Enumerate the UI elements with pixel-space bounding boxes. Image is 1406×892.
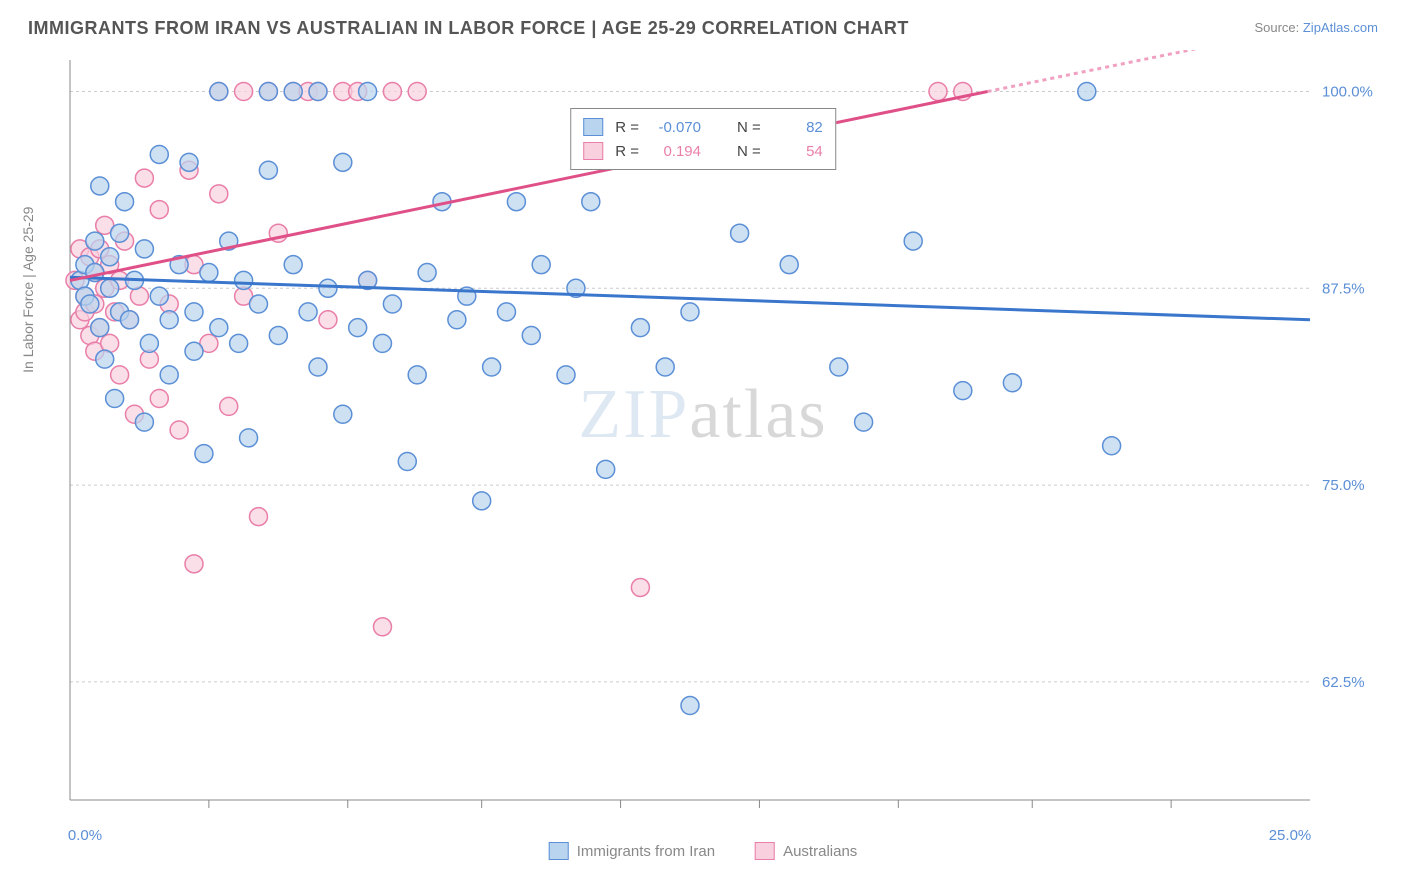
- swatch-blue: [583, 118, 603, 136]
- stats-legend-box: R = -0.070 N = 82 R = 0.194 N = 54: [570, 108, 836, 170]
- source-link[interactable]: ZipAtlas.com: [1303, 20, 1378, 35]
- source-prefix: Source:: [1254, 20, 1302, 35]
- bottom-legend: Immigrants from Iran Australians: [549, 842, 858, 860]
- svg-text:87.5%: 87.5%: [1322, 280, 1365, 297]
- stat-n-pink: 54: [773, 143, 823, 160]
- chart-container: In Labor Force | Age 25-29 62.5%75.0%87.…: [30, 50, 1376, 862]
- stat-n-blue: 82: [773, 119, 823, 136]
- stats-row-pink: R = 0.194 N = 54: [583, 139, 823, 163]
- legend-item-blue: Immigrants from Iran: [549, 842, 715, 860]
- scatter-chart: 62.5% 75.0% 87.5% 100.0% 0.0% 25.0%: [30, 50, 1376, 862]
- stat-r-label: R =: [615, 119, 639, 136]
- legend-label-blue: Immigrants from Iran: [577, 843, 715, 860]
- svg-text:0.0%: 0.0%: [68, 827, 102, 844]
- svg-text:62.5%: 62.5%: [1322, 674, 1365, 691]
- stat-r-label: R =: [615, 143, 639, 160]
- y-axis-label: In Labor Force | Age 25-29: [20, 207, 36, 373]
- stats-row-blue: R = -0.070 N = 82: [583, 115, 823, 139]
- swatch-pink: [583, 142, 603, 160]
- legend-label-pink: Australians: [783, 843, 857, 860]
- svg-text:100.0%: 100.0%: [1322, 83, 1373, 100]
- swatch-blue: [549, 842, 569, 860]
- legend-item-pink: Australians: [755, 842, 857, 860]
- chart-title: IMMIGRANTS FROM IRAN VS AUSTRALIAN IN LA…: [28, 18, 909, 39]
- svg-text:75.0%: 75.0%: [1322, 477, 1365, 494]
- stat-n-label: N =: [737, 143, 761, 160]
- stat-r-pink: 0.194: [651, 143, 701, 160]
- swatch-pink: [755, 842, 775, 860]
- svg-text:25.0%: 25.0%: [1269, 827, 1312, 844]
- source-attribution: Source: ZipAtlas.com: [1254, 20, 1378, 35]
- stat-r-blue: -0.070: [651, 119, 701, 136]
- stat-n-label: N =: [737, 119, 761, 136]
